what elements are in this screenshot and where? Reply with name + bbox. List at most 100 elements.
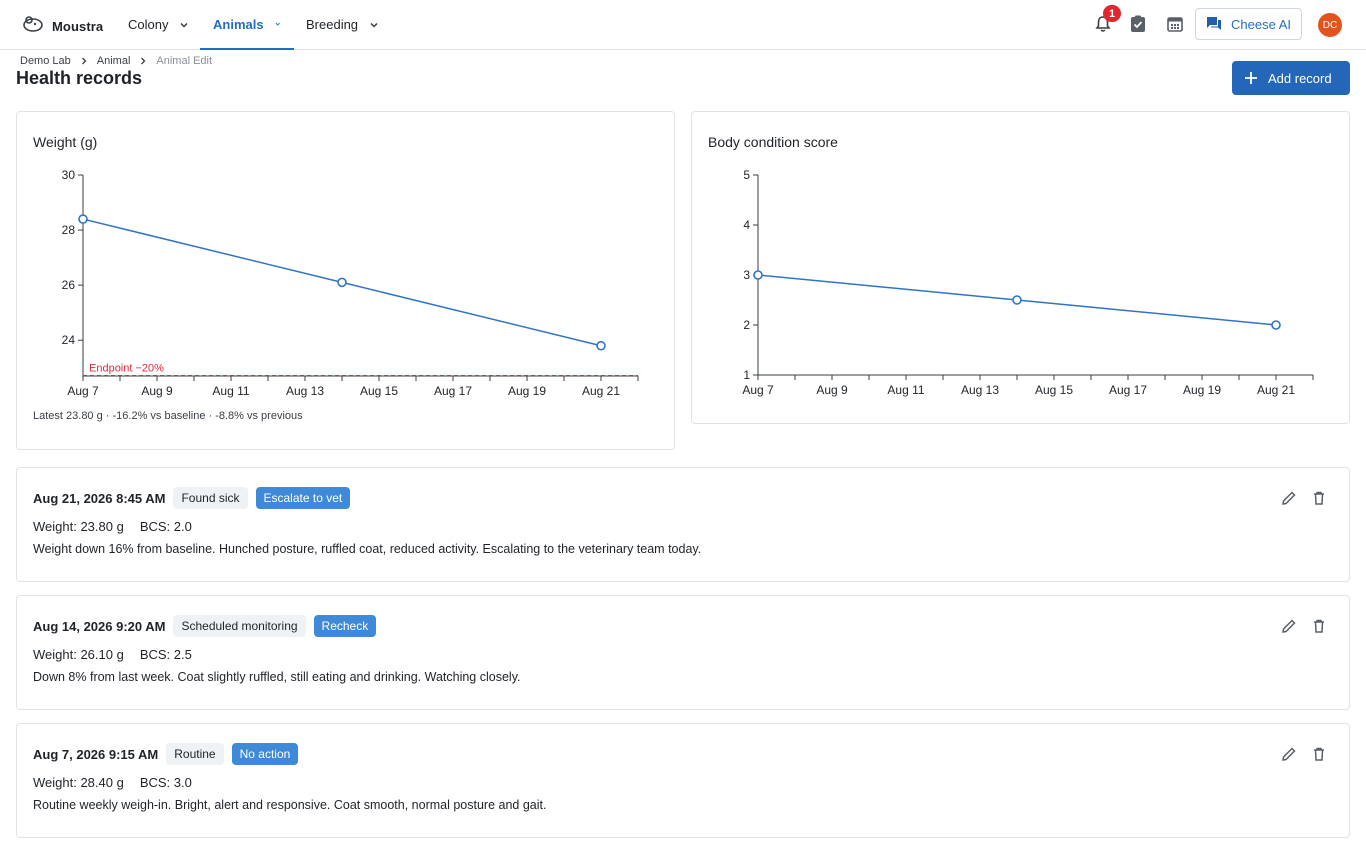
x-tick-label: Aug 11 <box>212 384 249 398</box>
x-tick-label: Aug 7 <box>67 384 99 398</box>
brand[interactable]: Moustra <box>22 14 103 39</box>
trash-icon <box>1314 747 1324 761</box>
health-record-card: Aug 7, 2026 9:15 AM Routine No action We… <box>16 723 1350 838</box>
record-date: Aug 7, 2026 9:15 AM <box>33 746 159 762</box>
weight-chart-card: Weight (g) 24 26 28 30 Aug 7 Aug 9 Aug 11 Aug 1… <box>16 111 675 450</box>
endpoint-label: Endpoint −20% <box>89 362 164 374</box>
clipboard-check-icon <box>1131 15 1145 32</box>
app-name: Moustra <box>52 19 104 34</box>
weight-chart: 24 26 28 30 Aug 7 Aug 9 Aug 11 Aug 13 Aug 15 Aug … <box>62 168 639 398</box>
bcs-chart-title: Body condition score <box>708 134 838 150</box>
x-tick-label: Aug 11 <box>887 383 924 397</box>
x-tick-label: Aug 17 <box>434 384 472 398</box>
pencil-icon <box>1282 747 1296 761</box>
breadcrumb-animal-edit: Animal Edit <box>156 55 213 67</box>
notification-count-badge: 1 <box>1103 5 1121 22</box>
data-point <box>596 340 606 351</box>
record-action-tag: Escalate to vet <box>255 487 351 509</box>
data-point <box>753 270 763 280</box>
health-record-card: Aug 14, 2026 9:20 AM Scheduled monitorin… <box>16 595 1350 710</box>
trash-icon <box>1314 619 1324 633</box>
breadcrumb-animal[interactable]: Animal <box>96 55 131 67</box>
delete-record-button[interactable] <box>1311 618 1327 634</box>
bcs-chart-card: Body condition score 1 2 3 4 5 Aug 7 Aug 9 Aug … <box>691 111 1350 424</box>
record-action-tag: Recheck <box>313 615 377 637</box>
calendar-button[interactable] <box>1163 12 1187 36</box>
data-point <box>78 214 88 224</box>
x-tick-label: Aug 15 <box>360 384 398 398</box>
y-tick-label: 1 <box>743 368 750 382</box>
y-tick-label: 5 <box>743 168 750 182</box>
trash-icon <box>1314 491 1324 505</box>
top-navbar: Moustra Colony Animals Breeding 1 <box>0 0 1366 50</box>
y-tick-label: 30 <box>62 168 76 182</box>
x-tick-label: Aug 9 <box>816 383 848 397</box>
record-note: Routine weekly weigh-in. Bright, alert a… <box>33 798 547 812</box>
record-bcs: BCS: 2.0 <box>139 519 192 534</box>
nav-breeding[interactable]: Breeding <box>306 0 380 49</box>
pencil-icon <box>1282 491 1296 505</box>
y-tick-label: 3 <box>743 268 750 282</box>
weight-chart-title: Weight (g) <box>33 134 98 150</box>
x-tick-label: Aug 15 <box>1035 383 1073 397</box>
health-record-card: Aug 21, 2026 8:45 AM Found sick Escalate… <box>16 467 1350 582</box>
x-tick-label: Aug 21 <box>1257 383 1295 397</box>
weight-summary: Latest 23.80 g · -16.2% vs baseline · -8… <box>33 410 303 422</box>
data-point <box>1012 295 1022 305</box>
record-type-tag: Found sick <box>173 487 248 509</box>
record-date: Aug 14, 2026 9:20 AM <box>33 618 166 634</box>
moustra-logo-icon <box>22 14 44 39</box>
chat-icon <box>1207 17 1221 30</box>
record-date: Aug 21, 2026 8:45 AM <box>33 490 166 506</box>
chevron-right-icon <box>141 57 146 65</box>
record-note: Weight down 16% from baseline. Hunched p… <box>33 542 702 556</box>
chevron-down-icon <box>180 22 188 28</box>
record-weight: Weight: 28.40 g <box>33 775 124 790</box>
x-tick-label: Aug 9 <box>141 384 173 398</box>
data-point <box>337 277 347 288</box>
record-action-tag: No action <box>231 743 299 765</box>
chevron-right-icon <box>81 57 87 65</box>
chevron-down-icon <box>370 22 378 28</box>
y-tick-label: 26 <box>62 278 76 292</box>
breadcrumb-demo-lab[interactable]: Demo Lab <box>20 55 71 67</box>
record-weight: Weight: 26.10 g <box>33 647 124 662</box>
nav-colony-label: Colony <box>128 17 169 32</box>
record-note: Down 8% from last week. Coat slightly ru… <box>33 670 521 684</box>
data-point <box>1271 320 1281 330</box>
calendar-icon <box>1167 17 1183 32</box>
record-bcs: BCS: 3.0 <box>139 775 192 790</box>
cheese-ai-button[interactable]: Cheese AI <box>1195 8 1302 40</box>
chevron-down-icon <box>275 22 280 26</box>
edit-record-button[interactable] <box>1281 746 1297 762</box>
nav-breeding-label: Breeding <box>306 17 359 32</box>
nav-colony[interactable]: Colony <box>128 0 190 49</box>
x-tick-label: Aug 13 <box>961 383 999 397</box>
y-tick-label: 28 <box>62 223 76 237</box>
nav-animals-label: Animals <box>213 16 264 32</box>
pencil-icon <box>1282 619 1296 633</box>
record-weight: Weight: 23.80 g <box>33 519 124 534</box>
breadcrumb: Demo Lab Animal Animal Edit <box>20 54 212 68</box>
x-tick-label: Aug 13 <box>286 384 324 398</box>
nav-animals[interactable]: Animals <box>200 0 294 50</box>
bcs-chart: 1 2 3 4 5 Aug 7 Aug 9 Aug 11 Aug 13 Aug 15 Aug 17 A… <box>742 168 1314 397</box>
x-tick-label: Aug 19 <box>1183 383 1221 397</box>
edit-record-button[interactable] <box>1281 618 1297 634</box>
record-type-tag: Scheduled monitoring <box>173 615 306 637</box>
cheese-ai-label: Cheese AI <box>1231 16 1291 32</box>
record-type-tag: Routine <box>166 743 224 765</box>
delete-record-button[interactable] <box>1311 746 1327 762</box>
add-record-label: Add record <box>1268 70 1332 86</box>
add-record-button[interactable]: Add record <box>1232 61 1350 95</box>
y-tick-label: 4 <box>743 218 750 232</box>
x-tick-label: Aug 17 <box>1109 383 1147 397</box>
edit-record-button[interactable] <box>1281 490 1297 506</box>
user-avatar[interactable]: DC <box>1318 13 1342 37</box>
tasks-button[interactable] <box>1126 12 1150 36</box>
y-tick-label: 2 <box>743 318 750 332</box>
x-tick-label: Aug 7 <box>742 383 774 397</box>
delete-record-button[interactable] <box>1311 490 1327 506</box>
record-bcs: BCS: 2.5 <box>139 647 192 662</box>
y-tick-label: 24 <box>62 333 76 347</box>
